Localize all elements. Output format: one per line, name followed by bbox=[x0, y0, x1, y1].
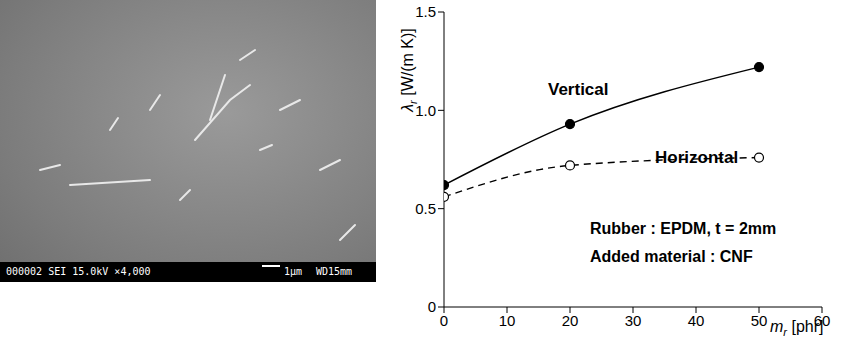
svg-text:1.5: 1.5 bbox=[415, 3, 436, 20]
svg-text:0: 0 bbox=[428, 298, 436, 315]
html-text:λ: λ bbox=[398, 103, 416, 112]
svg-text:30: 30 bbox=[625, 312, 642, 329]
html-text:WD15mm: WD15mm bbox=[316, 266, 353, 277]
html-text:[W/(m K)]: [W/(m K)] bbox=[398, 28, 416, 96]
html-text:Vertical: Vertical bbox=[548, 80, 609, 99]
svg-text:20: 20 bbox=[562, 312, 579, 329]
svg-text:1.0: 1.0 bbox=[415, 102, 436, 119]
html-text:Added material : CNF: Added material : CNF bbox=[590, 248, 753, 265]
svg-text:40: 40 bbox=[688, 312, 705, 329]
svg-text:0: 0 bbox=[440, 312, 448, 329]
html-text:Horizontal: Horizontal bbox=[655, 148, 739, 167]
html-text:Rubber : EPDM, t = 2mm: Rubber : EPDM, t = 2mm bbox=[590, 220, 777, 237]
html-text:000002 SEI 15.0kV ×4,000: 000002 SEI 15.0kV ×4,000 bbox=[6, 266, 151, 277]
svg-text:50: 50 bbox=[751, 312, 768, 329]
svg-text:10: 10 bbox=[499, 312, 516, 329]
svg-text:0.5: 0.5 bbox=[415, 200, 436, 217]
html-text:r: r bbox=[407, 100, 420, 104]
html-text:1μm: 1μm bbox=[284, 266, 303, 277]
html-text:mr [phr]: mr [phr] bbox=[770, 318, 824, 339]
